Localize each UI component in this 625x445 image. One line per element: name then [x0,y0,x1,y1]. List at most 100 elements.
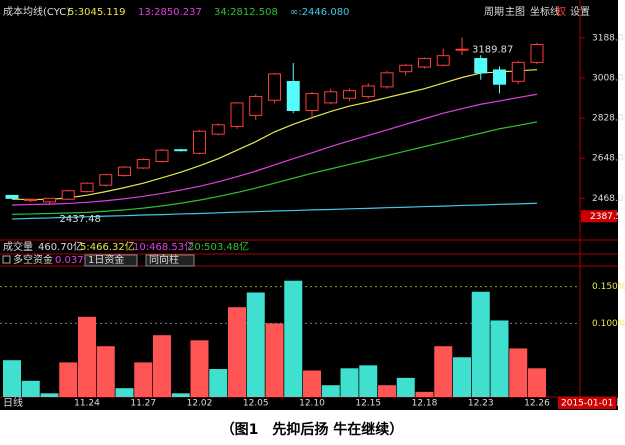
bar [453,357,471,397]
candle-body [474,58,488,74]
toolbar-item[interactable]: 设置 [570,6,590,18]
x-tick-label: 12.15 [355,399,381,409]
candle-body [493,69,506,85]
bar [209,369,228,397]
legend-entry: 13:2850.237 [138,7,202,18]
x-tick-label: 12.26 [524,399,550,409]
caption: （图1 先抑后扬 牛在继续） [221,421,404,438]
candle-body [268,73,281,101]
bar [434,346,453,397]
candle-body [305,93,319,111]
low-label: 2437.48 [60,214,101,225]
dropdown[interactable] [84,254,138,267]
x-tick-label: 11.27 [130,399,156,409]
candle-body [324,91,338,104]
candle-body [399,64,413,73]
bar [134,362,153,397]
bar [528,368,546,397]
y-tick-label: 2468.0 [592,194,624,204]
candle-body [5,194,19,199]
legend-entry: 34:2812.508 [214,7,278,18]
bar [115,388,134,397]
toolbar-item[interactable]: 主图 [505,6,525,18]
candle-body [61,190,75,200]
bar [246,292,265,397]
bar [21,380,40,397]
bar [303,370,321,397]
candle-body [230,102,244,128]
ma-line [11,202,538,220]
ma-line [11,121,538,215]
x-tick-label: 12.05 [243,399,269,409]
bar [396,377,415,397]
dropdown[interactable] [145,254,195,267]
date-label: 2015-01-01 四 [561,399,625,409]
bar [59,362,78,397]
y-tick-label: 2648.0 [592,154,624,164]
price-tag-label: 2387.5 [590,212,622,222]
x-tick-label: 12.10 [299,399,325,409]
y-tick-label: 0.100% [592,319,625,329]
candle-body [80,182,94,193]
bar [284,280,303,397]
date-box [558,397,616,409]
bar [96,346,115,397]
candle-body [174,149,188,152]
toolbar-item[interactable]: 权 [556,5,566,18]
y-tick-label: 3008.0 [592,73,624,83]
bar [171,393,190,397]
candle-body [511,61,525,82]
bar [509,348,528,397]
candle-body [249,95,263,116]
volume-label: 成交量 [3,240,33,253]
bar [471,291,490,397]
candle-body [286,81,300,111]
ma-line [11,69,538,201]
ma-line [11,93,538,206]
period-label: 日线 [3,396,23,409]
bar [340,368,359,397]
panel-value: 0.037% [55,255,93,266]
candle-body [24,198,38,201]
chart-title: 成本均线(CYC) [3,5,70,18]
bar [490,320,509,397]
bar [228,307,246,397]
candle-body [193,130,206,154]
toolbar-item[interactable]: 坐标线 [530,5,560,18]
dropdown-label: 同向柱 [149,253,179,266]
candle-body [155,149,169,163]
bar [3,360,21,397]
candle-body [43,197,56,203]
candle-body [136,159,150,169]
volume-ma: 20:503.48亿 [188,240,249,253]
x-tick-label: 12.18 [412,399,438,409]
bar [78,316,96,397]
volume-value: 460.70亿 [38,240,83,253]
x-tick-label: 12.23 [468,399,494,409]
bar [40,393,59,397]
candle-body [343,90,356,99]
x-tick-label: 11.24 [74,399,100,409]
bar [415,391,434,397]
panel-icon[interactable] [2,255,11,264]
x-tick-label: 12.02 [187,399,213,409]
high-label: 3189.87 [472,44,513,55]
bar [359,365,378,397]
y-tick-label: 3188.0 [592,33,624,43]
toolbar-item[interactable]: 周期 [484,6,504,18]
legend-entry: ∞:2446.080 [290,7,349,18]
candle-body [380,72,394,88]
candle-body [99,174,113,186]
dropdown-label: 1日资金 [88,253,124,266]
y-tick-label: 0.150% [592,282,625,292]
candle-body [418,58,431,68]
candle-body [530,44,544,63]
candle-body [118,166,131,177]
y-tick-label: 2828.0 [592,114,624,124]
candle-body [361,85,375,97]
price-tag [581,210,617,223]
legend-entry: 5:3045.119 [68,7,125,18]
candle-body [455,48,469,51]
candle-body [211,124,225,135]
